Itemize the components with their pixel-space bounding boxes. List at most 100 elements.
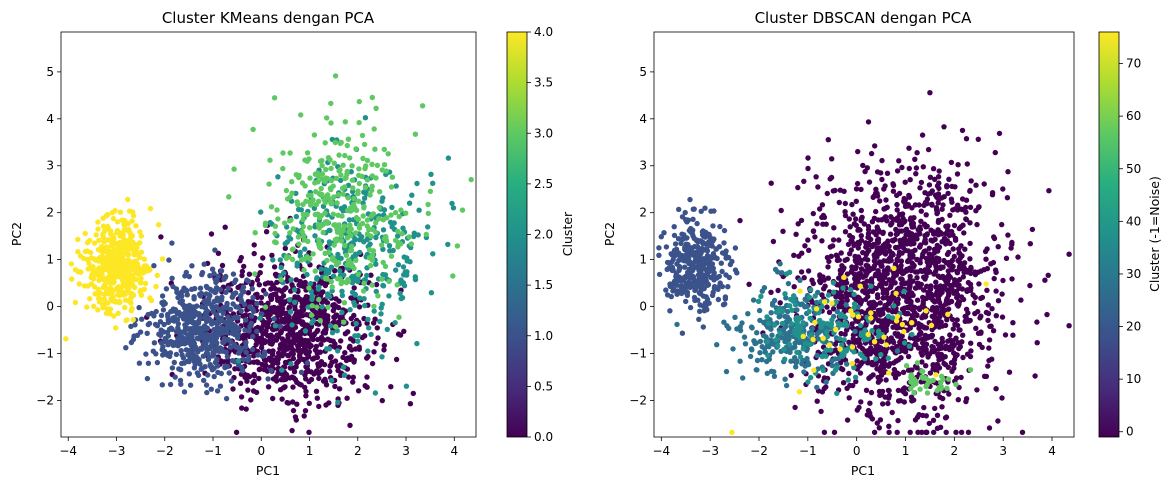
data-point <box>802 243 808 249</box>
data-point <box>694 220 700 227</box>
data-point <box>957 327 963 333</box>
data-point <box>338 205 344 212</box>
data-point <box>801 178 807 184</box>
colorbar-ticks: 0.00.51.01.52.02.53.03.54.0 <box>527 25 553 444</box>
data-point <box>361 239 367 245</box>
data-point <box>894 201 900 208</box>
data-point <box>948 196 955 202</box>
data-point <box>120 278 126 284</box>
data-point <box>388 384 394 390</box>
data-point <box>396 314 402 320</box>
data-point <box>348 336 354 342</box>
data-point <box>222 364 228 371</box>
data-point <box>805 165 811 172</box>
data-point <box>932 338 938 345</box>
data-point <box>113 255 119 261</box>
data-point <box>340 364 347 370</box>
data-point <box>373 234 379 241</box>
data-point <box>347 222 353 228</box>
data-point <box>168 338 174 345</box>
data-point <box>159 382 165 388</box>
data-point <box>1003 255 1010 261</box>
data-point <box>812 234 818 240</box>
data-point <box>874 245 880 252</box>
data-point <box>154 359 161 366</box>
data-point <box>95 258 102 264</box>
data-point <box>398 277 404 283</box>
data-point <box>699 277 705 283</box>
data-point <box>249 313 255 319</box>
data-point <box>430 180 436 186</box>
data-point <box>241 263 247 270</box>
data-point <box>349 289 356 295</box>
data-point <box>196 311 202 317</box>
data-point <box>181 305 188 311</box>
data-point <box>107 280 113 286</box>
data-point <box>713 246 719 252</box>
data-point <box>106 274 112 280</box>
data-point <box>987 323 993 330</box>
data-point <box>112 208 118 214</box>
data-point <box>227 306 234 312</box>
data-point <box>742 341 749 347</box>
data-point <box>153 283 159 290</box>
data-point <box>109 232 116 238</box>
data-point <box>866 247 872 254</box>
data-point <box>722 296 729 302</box>
data-point <box>199 304 205 310</box>
data-point <box>674 291 680 297</box>
data-point <box>914 364 920 370</box>
data-point <box>169 240 175 246</box>
data-point <box>403 210 409 216</box>
data-point <box>681 234 688 241</box>
data-point <box>656 252 662 258</box>
data-point <box>286 304 293 310</box>
data-point <box>934 305 940 311</box>
data-point <box>382 263 389 270</box>
data-point <box>784 334 790 340</box>
data-point <box>721 227 728 234</box>
data-point <box>810 228 817 234</box>
data-point <box>913 165 920 171</box>
data-point <box>393 356 400 363</box>
data-point <box>937 274 943 280</box>
data-point <box>932 310 939 316</box>
data-point <box>162 338 168 345</box>
data-point <box>425 224 431 230</box>
data-point <box>825 275 831 281</box>
data-point <box>282 384 288 390</box>
data-point <box>245 298 251 305</box>
data-point <box>406 200 413 206</box>
data-point <box>873 285 879 292</box>
data-point <box>838 330 844 337</box>
data-point <box>211 326 217 333</box>
data-point <box>114 261 121 267</box>
data-point <box>952 353 959 360</box>
data-point <box>806 247 812 253</box>
data-point <box>177 299 183 305</box>
data-point <box>824 304 830 310</box>
data-point <box>868 277 874 284</box>
data-point <box>313 388 320 394</box>
data-point <box>864 263 871 270</box>
data-point <box>242 327 248 333</box>
data-point <box>988 261 994 267</box>
data-point <box>831 429 838 435</box>
data-point <box>117 239 123 246</box>
data-point <box>108 296 114 302</box>
data-point <box>829 317 835 323</box>
data-point <box>842 200 848 207</box>
data-point <box>890 324 896 330</box>
data-point <box>182 309 189 316</box>
data-point <box>925 146 932 153</box>
data-point <box>302 328 309 334</box>
data-point <box>184 288 190 294</box>
data-point <box>999 314 1006 320</box>
data-point <box>989 192 996 198</box>
data-point <box>281 340 288 346</box>
data-point <box>397 290 403 297</box>
data-point <box>318 359 325 365</box>
data-point <box>273 374 279 380</box>
data-point <box>263 229 270 235</box>
data-point <box>952 206 958 212</box>
